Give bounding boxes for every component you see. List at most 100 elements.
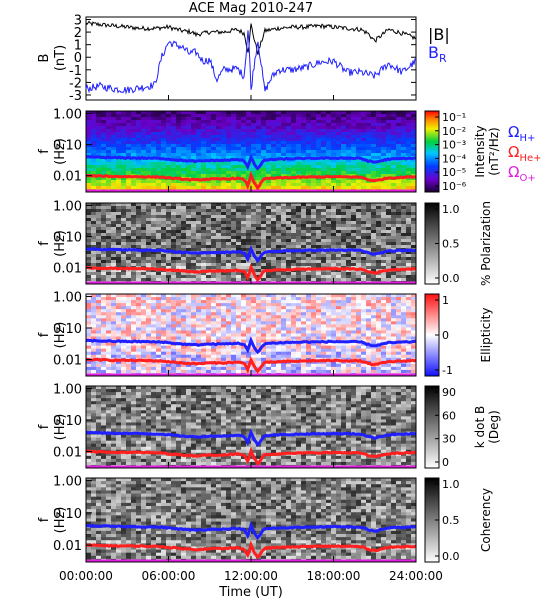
spectrogram-cell [146,177,152,181]
spectrogram-cell [191,138,197,142]
spectrogram-cell [196,236,202,240]
spectrogram-cell [266,363,272,368]
spectrogram-cell [281,272,287,276]
spectrogram-cell [116,300,122,304]
spectrogram-cell [291,218,297,222]
spectrogram-cell [291,327,297,331]
spectrogram-cell [156,324,162,328]
spectrogram-cell [361,150,367,154]
spectrogram-cell [101,162,107,166]
spectrogram-cell [261,369,267,374]
spectrogram-cell [176,165,182,169]
spectrogram-cell [106,260,112,264]
spectrogram-cell [181,153,187,157]
spectrogram-cell [226,239,232,243]
colorbar-tick-label: 10⁻⁴ [442,152,467,165]
spectrogram-cell [151,318,157,322]
spectrogram-cell [106,150,112,154]
spectrogram-cell [386,138,392,142]
spectrogram-cell [296,150,302,154]
spectrogram-cell [211,248,217,252]
spectrogram-cell [251,327,257,331]
spectrogram-cell [116,342,122,347]
spectrogram-cell [221,309,227,313]
spectrogram-cell [391,162,397,166]
spectrogram-cell [411,230,417,234]
spectrogram-cell [286,297,292,301]
spectrogram-cell [296,278,302,282]
spectrogram-cell [236,174,242,178]
spectrogram-cell [136,242,142,246]
spectrogram-cell [211,183,217,187]
spectrogram-cell [156,218,162,222]
spectrogram-cell [346,126,352,130]
spectrogram-cell [236,315,242,319]
spectrogram-cell [356,162,362,166]
spectrogram-cell [356,135,362,139]
spectrogram-cell [86,263,92,267]
spectrogram-cell [356,221,362,225]
spectrogram-cell [321,114,327,118]
spectrogram-cell [156,345,162,350]
spectrogram-cell [186,363,192,368]
spectrogram-cell [146,272,152,276]
spectrogram-cell [281,254,287,258]
spectrogram-cell [246,263,252,267]
spectrogram-cell [286,150,292,154]
spectrogram-cell [391,111,397,115]
spectrogram-cell [126,168,132,172]
spectrogram-cell [386,236,392,240]
spectrogram-cell [316,327,322,331]
spectrogram-cell [151,263,157,267]
spectrogram-cell [311,333,317,337]
spectrogram-cell [126,272,132,276]
spectrogram-cell [286,366,292,371]
spectrogram-cell [126,254,132,258]
spectrogram-cell [136,129,142,133]
spectrogram-cell [401,132,407,136]
spectrogram-cell [101,345,107,350]
spectrogram-cell [241,351,247,356]
spectrogram-cell [211,303,217,307]
spectrogram-cell [276,306,282,310]
spectrogram-cell [221,306,227,310]
spectrogram-cell [101,351,107,356]
spectrogram-cell [336,117,342,121]
spectrogram-cell [261,312,267,316]
spectrogram-cell [141,206,147,210]
spectrogram-cell [381,254,387,258]
spectrogram-cell [96,183,102,187]
spectrogram-cell [226,333,232,337]
spectrogram-cell [226,150,232,154]
spectrogram-cell [126,153,132,157]
spectrogram-cell [306,324,312,328]
spectrogram-cell [196,357,202,362]
spectrogram-cell [331,218,337,222]
spectrogram-cell [131,309,137,313]
spectrogram-cell [251,144,257,148]
spectrogram-cell [181,135,187,139]
spectrogram-cell [86,309,92,313]
spectrogram-cell [331,239,337,243]
spectrogram-cell [181,227,187,231]
spectrogram-cell [321,239,327,243]
spectrogram-cell [111,303,117,307]
spectrogram-cell [276,266,282,270]
spectrogram-cell [131,186,137,190]
spectrogram-cell [186,150,192,154]
spectrogram-cell [116,212,122,216]
spectrogram-cell [411,144,417,148]
spectrogram-cell [261,297,267,301]
spectrogram-cell [116,206,122,210]
spectrogram-cell [106,330,112,334]
spectrogram-cell [161,363,167,368]
spectrogram-cell [336,212,342,216]
spectrogram-cell [411,123,417,127]
spectrogram-cell [136,354,142,359]
spectrogram-cell [146,206,152,210]
spectrogram-cell [126,318,132,322]
spectrogram-cell [276,224,282,228]
spectrogram-cell [156,236,162,240]
spectrogram-cell [321,212,327,216]
spectrogram-cell [346,171,352,175]
